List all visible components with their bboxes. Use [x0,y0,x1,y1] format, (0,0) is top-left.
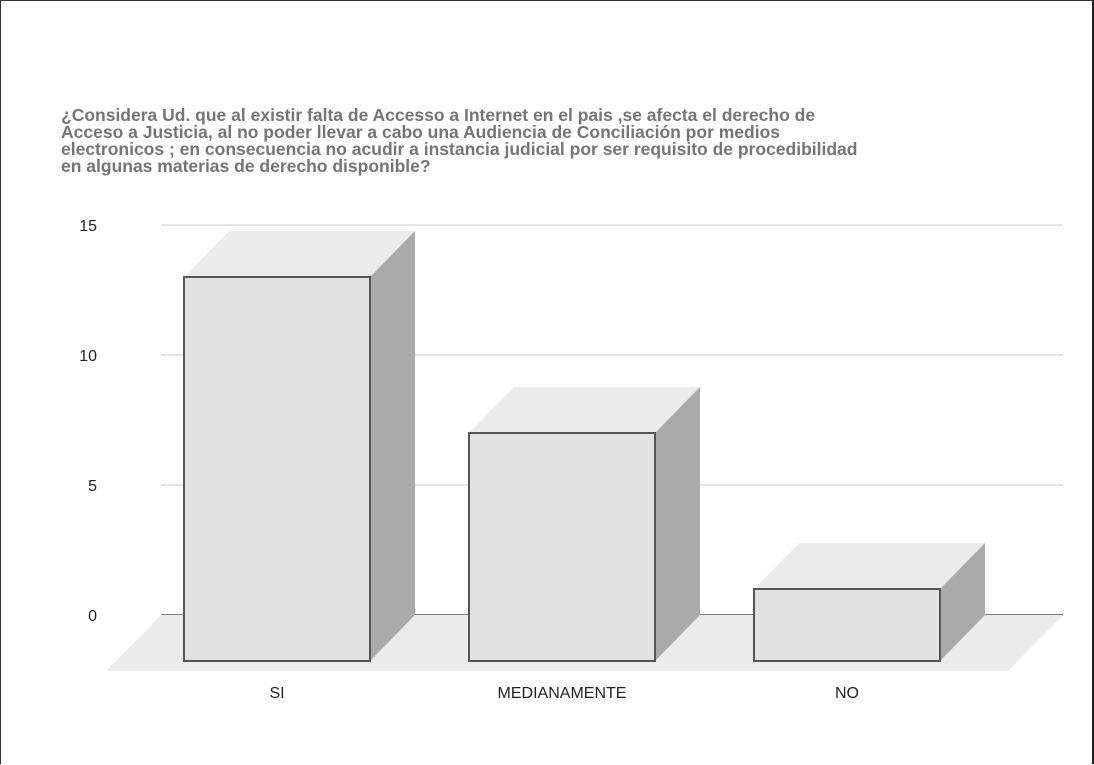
y-tick-label-0: 0 [88,608,97,625]
bar-front-face [753,588,941,662]
bar-top-face [754,543,985,589]
bar-medianamente [468,387,700,662]
bar-front-face [468,432,656,662]
x-tick-label-no: NO [835,685,859,702]
chart-title: ¿Considera Ud. que al existir falta de A… [61,105,1061,176]
bar-si [183,231,415,662]
x-tick-label-medianamente: MEDIANAMENTE [498,685,627,702]
bar-side-face [655,387,700,661]
x-axis: SI MEDIANAMENTE NO [269,685,859,702]
bar-top-face [184,231,415,277]
bar-top-face [469,387,700,433]
y-axis: 0 5 10 15 [79,218,97,625]
chart-title-line-2: Acceso a Justicia, al no poder llevar a … [61,122,781,142]
chart-title-line-3: electronicos ; en consecuencia no acudir… [61,139,858,159]
y-tick-label-10: 10 [79,348,97,365]
bars [183,231,985,662]
bar-side-face [370,231,415,661]
y-tick-label-5: 5 [88,478,97,495]
x-tick-label-si: SI [269,685,284,702]
bar-no [753,543,985,662]
bar-side-face [940,543,985,661]
bar-front-face [183,276,371,662]
chart-title-line-4: en algunas materias de derecho disponibl… [61,156,431,176]
y-tick-label-15: 15 [79,218,97,235]
chart-title-line-1: ¿Considera Ud. que al existir falta de A… [61,105,816,125]
